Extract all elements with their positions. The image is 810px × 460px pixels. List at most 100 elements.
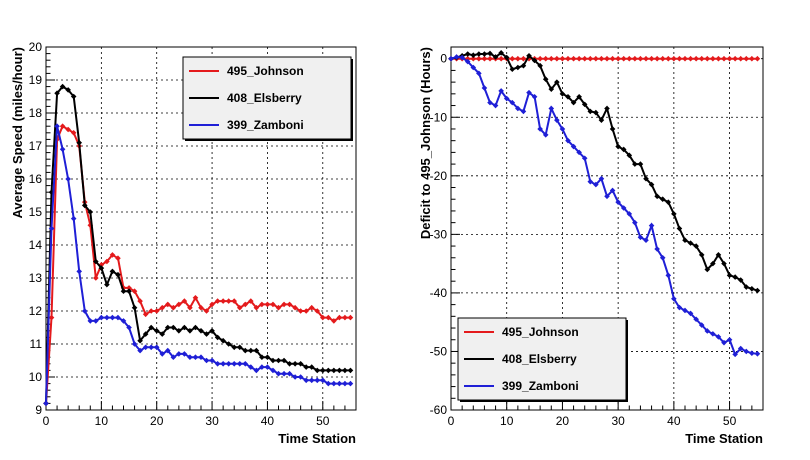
data-point — [148, 324, 154, 331]
data-point — [181, 324, 188, 331]
data-point — [314, 367, 321, 374]
data-point — [131, 304, 138, 311]
data-point — [754, 55, 761, 62]
y-tick-label: 12 — [29, 304, 43, 318]
data-point — [93, 318, 99, 324]
data-point — [593, 55, 599, 62]
data-point — [704, 266, 711, 273]
data-point — [732, 274, 738, 280]
y-axis-label: Average Speed (miles/hour) — [10, 47, 25, 218]
data-point — [515, 64, 521, 71]
data-point — [297, 374, 304, 380]
data-point — [70, 130, 77, 136]
data-point — [598, 175, 605, 182]
data-point — [253, 347, 260, 354]
data-point — [665, 272, 672, 279]
data-point — [43, 400, 49, 407]
x-tick-label: 40 — [667, 414, 681, 428]
data-point — [170, 304, 177, 311]
y-tick-label: 10 — [29, 370, 43, 384]
data-point — [164, 324, 171, 331]
data-point — [270, 357, 276, 364]
data-point — [209, 328, 215, 334]
data-point — [570, 55, 577, 62]
data-point — [142, 331, 149, 337]
data-point — [587, 178, 594, 185]
data-point — [470, 55, 477, 62]
data-point — [98, 265, 105, 271]
data-point — [159, 351, 166, 357]
data-point — [104, 314, 110, 321]
data-point — [459, 54, 465, 61]
data-point — [314, 377, 321, 384]
data-point — [654, 55, 660, 62]
data-point — [259, 354, 265, 360]
data-point — [342, 380, 348, 387]
data-point — [648, 55, 655, 62]
data-point — [148, 344, 154, 351]
data-point — [176, 301, 182, 308]
y-tick-label: 17 — [29, 139, 43, 153]
data-point — [609, 187, 616, 194]
data-point — [626, 55, 633, 62]
data-point — [526, 55, 532, 62]
data-point — [225, 341, 232, 347]
data-point — [665, 199, 672, 205]
data-point — [275, 304, 282, 311]
series-line — [45, 124, 351, 404]
data-point — [598, 117, 605, 123]
data-point — [264, 354, 271, 360]
data-point — [498, 50, 504, 56]
y-tick-label: -50 — [430, 344, 448, 358]
data-point — [331, 318, 337, 324]
data-point — [593, 181, 599, 188]
y-tick-label: -40 — [430, 286, 448, 300]
legend-label: 495_Johnson — [227, 64, 304, 78]
data-point — [565, 55, 571, 62]
data-point — [54, 123, 60, 129]
data-point — [319, 314, 326, 321]
legend-label: 495_Johnson — [502, 325, 579, 339]
data-point — [259, 301, 265, 308]
data-point — [643, 55, 649, 62]
data-point — [632, 219, 638, 226]
data-point — [520, 62, 527, 69]
data-point — [336, 380, 343, 387]
data-point — [609, 126, 616, 132]
data-point — [131, 341, 138, 347]
data-point — [682, 55, 688, 62]
data-point — [153, 308, 160, 314]
series-495_Johnson — [448, 55, 761, 62]
data-point — [726, 336, 733, 343]
data-point — [65, 126, 71, 133]
data-point — [220, 298, 226, 304]
series-line — [45, 125, 351, 404]
data-point — [187, 354, 193, 360]
data-point — [286, 370, 293, 377]
x-tick-label: 50 — [316, 414, 330, 428]
data-point — [542, 132, 549, 138]
y-tick-label: 14 — [29, 238, 43, 252]
data-point — [487, 50, 493, 57]
data-point — [704, 55, 711, 62]
x-tick-label: 20 — [556, 414, 570, 428]
data-point — [609, 55, 616, 62]
data-point — [659, 254, 666, 261]
data-point — [170, 324, 177, 331]
data-point — [331, 367, 337, 374]
data-point — [281, 370, 287, 377]
data-point — [48, 189, 55, 195]
data-point — [710, 260, 716, 267]
data-point — [203, 357, 210, 364]
data-point — [164, 347, 171, 354]
data-point — [93, 258, 99, 265]
data-point — [509, 55, 516, 62]
data-point — [314, 308, 321, 314]
data-point — [59, 146, 66, 153]
data-point — [248, 347, 254, 354]
data-point — [303, 377, 309, 384]
data-point — [342, 314, 348, 321]
data-point — [231, 298, 238, 304]
data-point — [54, 90, 60, 96]
